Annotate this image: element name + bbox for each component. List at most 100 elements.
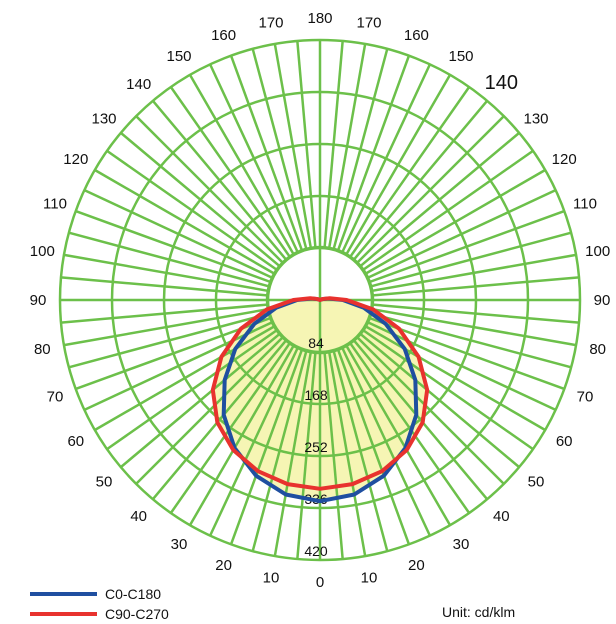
- radial-spoke: [372, 303, 580, 324]
- series-curve-c90-c270: [210, 296, 430, 491]
- radial-spoke: [106, 149, 278, 271]
- angle-label: 90: [594, 292, 611, 309]
- radial-spoke: [229, 55, 304, 251]
- angle-label: 50: [96, 473, 113, 490]
- radial-spoke: [341, 347, 432, 537]
- radial-spoke: [251, 350, 308, 552]
- angle-label: 40: [130, 508, 147, 525]
- ring-label: 252: [304, 439, 328, 455]
- angle-label: 150: [166, 48, 191, 65]
- radial-spoke: [63, 253, 269, 293]
- radial-spoke: [359, 333, 520, 469]
- radial-spoke: [135, 336, 284, 485]
- radial-spoke: [327, 43, 367, 249]
- ring-label: 84: [308, 335, 324, 351]
- angle-label: 0: [316, 574, 324, 591]
- radial-spoke: [120, 333, 281, 469]
- radial-spoke: [323, 352, 344, 560]
- radial-spoke: [106, 329, 278, 451]
- radial-spoke: [188, 74, 295, 255]
- angle-label: 160: [211, 27, 236, 44]
- series-curves: [210, 296, 430, 504]
- radial-spoke: [60, 276, 268, 297]
- angle-label: 80: [589, 341, 606, 358]
- radial-spoke: [332, 48, 389, 250]
- radial-spoke: [336, 349, 411, 545]
- radial-spoke: [349, 86, 471, 258]
- angle-label: 60: [556, 433, 573, 450]
- radial-spoke: [296, 352, 317, 560]
- radial-spoke: [208, 63, 299, 253]
- angle-label: 130: [91, 111, 116, 128]
- angle-label: 100: [30, 243, 55, 260]
- radial-spoke: [208, 347, 299, 537]
- radial-spoke: [75, 209, 271, 284]
- angle-label: 10: [361, 570, 378, 587]
- unit-label: Unit: cd/klm: [442, 604, 515, 620]
- legend: C0-C180 C90-C270: [30, 586, 169, 622]
- radial-spoke: [169, 86, 291, 258]
- radial-spoke: [151, 100, 287, 261]
- angle-label: 130: [523, 111, 548, 128]
- ring-label: 168: [304, 387, 328, 403]
- angle-label: 120: [552, 151, 577, 168]
- radial-spoke: [63, 307, 269, 347]
- angle-label: 160: [404, 27, 429, 44]
- radial-spoke: [356, 336, 505, 485]
- radial-spoke: [370, 312, 572, 369]
- radial-spoke: [367, 188, 557, 279]
- radial-spoke: [60, 303, 268, 324]
- radial-spoke: [341, 63, 432, 253]
- radial-spoke: [362, 329, 534, 451]
- angle-label: 170: [356, 14, 381, 31]
- radial-spoke: [94, 325, 275, 432]
- radial-spoke: [296, 40, 317, 248]
- radial-spoke: [336, 55, 411, 251]
- angle-label: 150: [448, 48, 473, 65]
- angle-label: 30: [171, 536, 188, 553]
- angle-label: 80: [34, 341, 51, 358]
- radial-spoke: [359, 131, 520, 267]
- radial-spoke: [273, 351, 313, 557]
- polar-grid: [58, 38, 582, 562]
- radial-spoke: [327, 351, 367, 557]
- angle-label: 100: [585, 243, 610, 260]
- radial-spoke: [371, 307, 577, 347]
- angle-label: 70: [47, 388, 64, 405]
- radial-spoke: [68, 231, 270, 288]
- radial-spoke: [362, 149, 534, 271]
- radial-spoke: [365, 168, 546, 275]
- radial-spoke: [365, 325, 546, 432]
- radial-spoke: [345, 345, 452, 526]
- angle-label: 20: [215, 557, 232, 574]
- radial-spoke: [353, 339, 489, 500]
- radial-spoke: [169, 342, 291, 514]
- angle-labels: 0 10 10 20 20 30 30 40 40 50 50 60 60 70 70 80 80 90 90 100…: [30, 10, 611, 591]
- radial-spoke: [94, 168, 275, 275]
- angle-label: 30: [453, 536, 470, 553]
- angle-label: 140: [485, 72, 518, 94]
- angle-label: 110: [573, 196, 597, 213]
- radial-spoke: [83, 321, 273, 412]
- angle-label: 180: [307, 10, 332, 27]
- angle-label: 50: [528, 473, 545, 490]
- radial-spoke: [372, 276, 580, 297]
- angle-label: 60: [67, 433, 84, 450]
- radial-spoke: [68, 312, 270, 369]
- angle-label: 40: [493, 508, 510, 525]
- radial-spoke: [135, 115, 284, 264]
- radial-spoke: [369, 209, 565, 284]
- radial-spoke: [332, 350, 389, 552]
- angle-label: 70: [577, 388, 594, 405]
- angle-label: 10: [263, 570, 280, 587]
- radial-spoke: [151, 339, 287, 500]
- legend-label: C0-C180: [105, 586, 161, 602]
- radial-spoke: [323, 40, 344, 248]
- ring-label: 420: [304, 543, 328, 559]
- radial-spoke: [367, 321, 557, 412]
- radial-spoke: [345, 74, 452, 255]
- radial-spoke: [371, 253, 577, 293]
- angle-label: 20: [408, 557, 425, 574]
